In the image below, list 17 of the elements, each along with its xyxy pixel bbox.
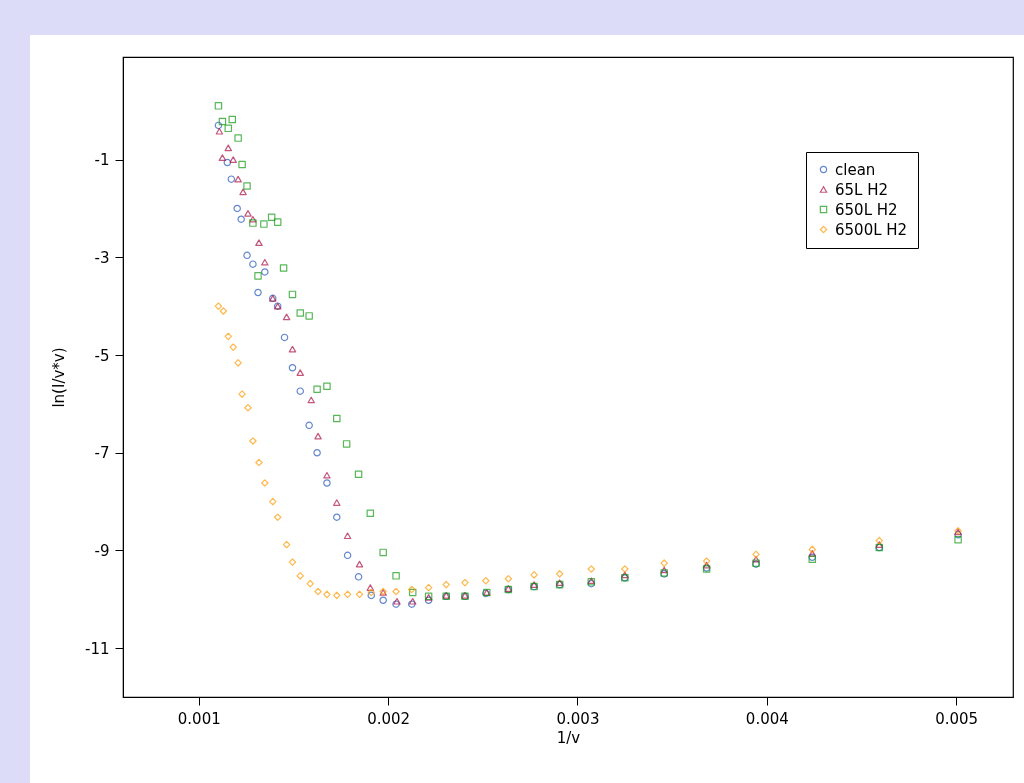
legend-label: 65L H2 (835, 180, 889, 199)
x-tick-label: 0.004 (745, 709, 789, 728)
legend-label: 650L H2 (835, 200, 898, 219)
y-tick-label: -7 (94, 444, 110, 463)
x-tick-label: 0.003 (556, 709, 600, 728)
legend-label: clean (835, 160, 876, 179)
y-tick-label: -5 (94, 346, 110, 365)
y-tick-label: -11 (85, 639, 110, 658)
y-axis-title: ln(I/v*v) (50, 347, 68, 408)
x-axis-title: 1/v (556, 728, 581, 747)
y-tick-label: -1 (94, 151, 110, 170)
x-tick-label: 0.001 (177, 709, 221, 728)
x-tick-label: 0.002 (367, 709, 411, 728)
y-tick-label: -9 (94, 541, 110, 560)
legend-label: 6500L H2 (835, 220, 908, 239)
y-tick-label: -3 (94, 248, 110, 267)
x-tick-label: 0.005 (935, 709, 979, 728)
